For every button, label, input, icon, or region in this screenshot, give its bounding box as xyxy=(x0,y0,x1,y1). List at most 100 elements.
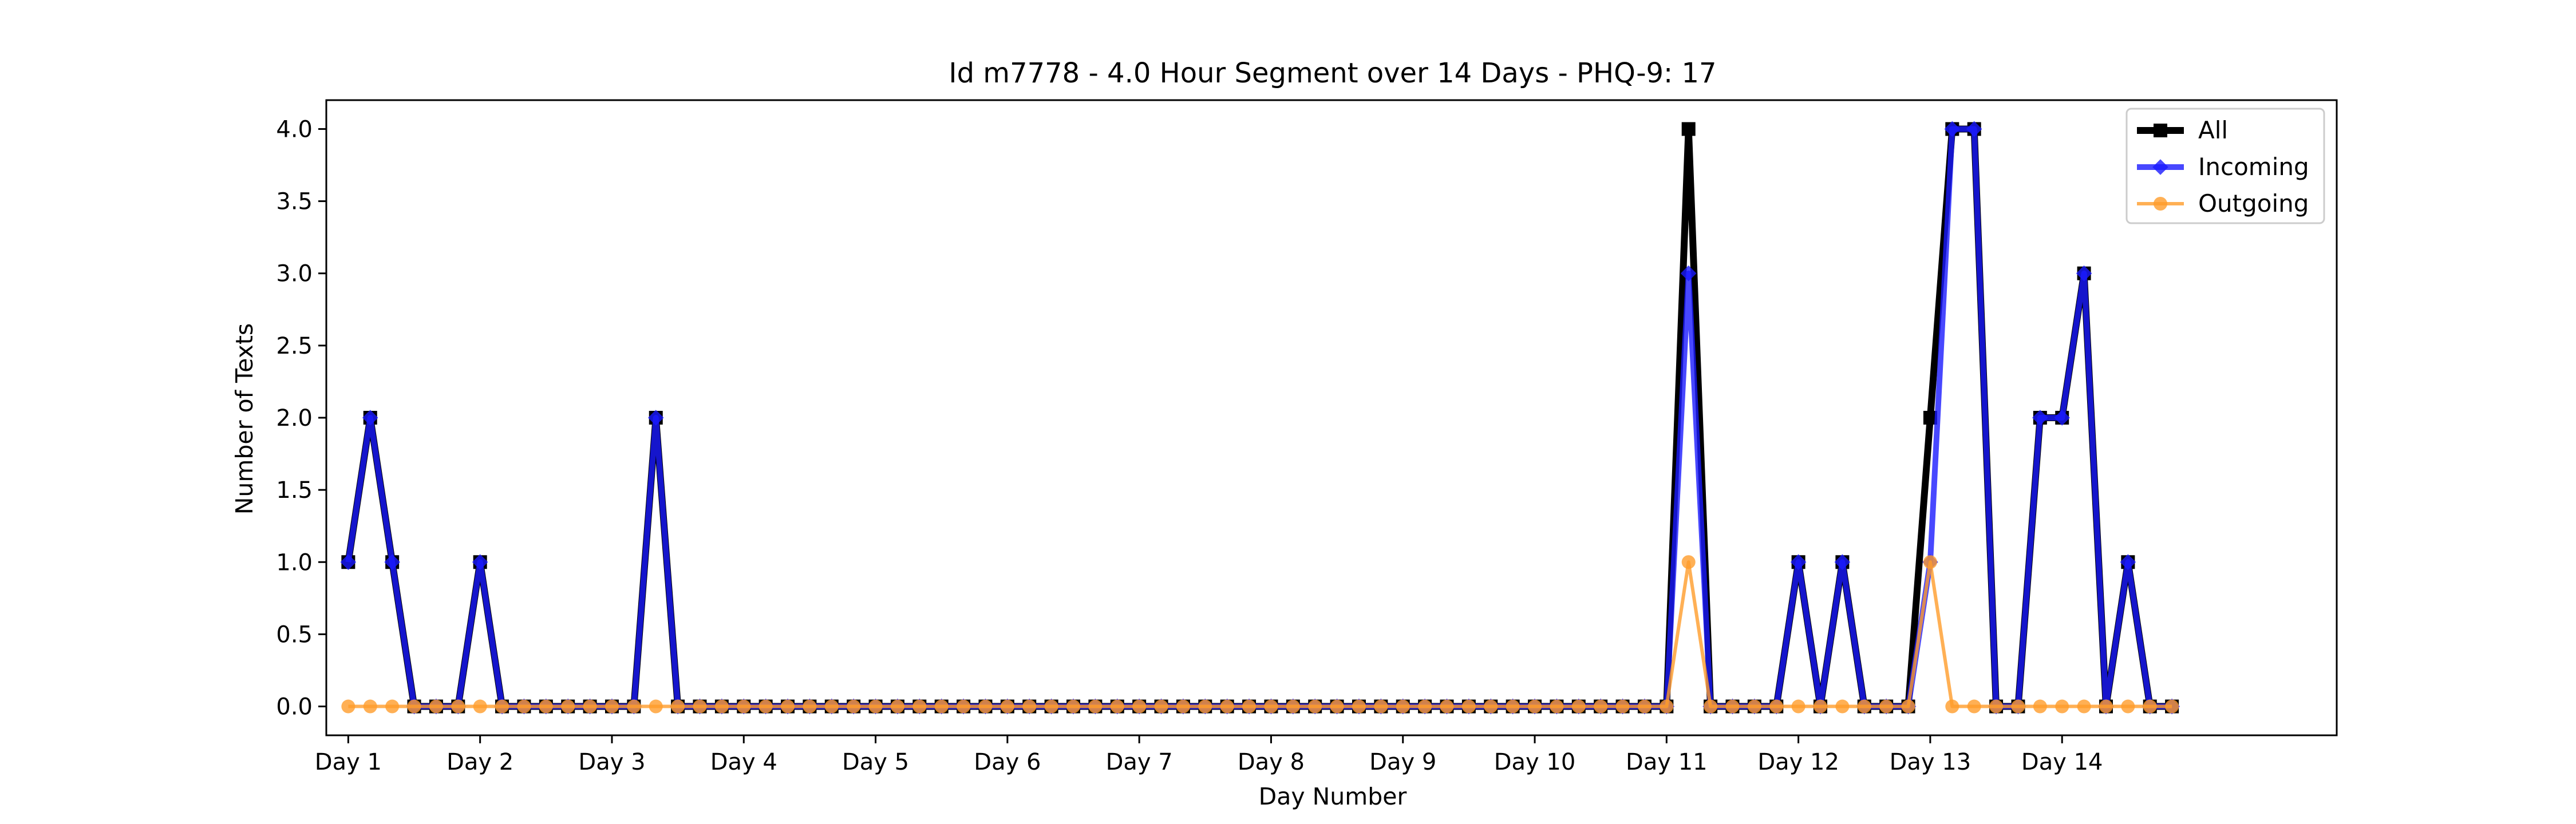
data-point xyxy=(1747,699,1761,714)
data-point xyxy=(1242,699,1257,714)
data-point xyxy=(978,699,993,714)
x-tick-label: Day 13 xyxy=(1890,749,1971,775)
data-point xyxy=(1484,699,1498,714)
data-point xyxy=(1681,122,1696,136)
legend-label: Incoming xyxy=(2198,153,2309,181)
data-point xyxy=(957,699,971,714)
x-tick-label: Day 5 xyxy=(842,749,909,775)
data-point xyxy=(1571,699,1586,714)
x-tick-label: Day 3 xyxy=(578,749,645,775)
data-point xyxy=(341,699,355,714)
data-point xyxy=(1681,555,1696,569)
data-point xyxy=(2120,554,2136,571)
data-point xyxy=(1286,699,1300,714)
y-tick-label: 1.5 xyxy=(276,477,313,504)
x-tick-label: Day 7 xyxy=(1106,749,1173,775)
data-point xyxy=(1594,699,1608,714)
x-tick-label: Day 8 xyxy=(1238,749,1305,775)
data-point xyxy=(1944,121,1961,137)
data-point xyxy=(1440,699,1454,714)
data-point xyxy=(2032,410,2048,426)
data-point xyxy=(1945,699,1959,714)
data-point xyxy=(1022,699,1037,714)
data-point xyxy=(1132,699,1147,714)
data-point xyxy=(1088,699,1103,714)
data-point xyxy=(868,699,883,714)
data-point xyxy=(1769,699,1784,714)
data-point xyxy=(1352,699,1366,714)
data-point xyxy=(1966,121,1982,137)
data-point xyxy=(1879,699,1894,714)
data-point xyxy=(1550,699,1564,714)
y-tick-label: 1.0 xyxy=(276,549,313,576)
data-point xyxy=(1418,699,1432,714)
data-point xyxy=(451,699,465,714)
data-point xyxy=(539,699,553,714)
plot-area: 0.0 0.5 1.0 1.5 2.0 2.5 3.0 3.5 4.0 Day 1 Day 2 Day… xyxy=(276,99,2338,775)
x-axis-label: Day Number xyxy=(1259,783,1407,810)
data-point xyxy=(1264,699,1278,714)
y-tick-label: 4.0 xyxy=(276,116,313,142)
data-point xyxy=(517,699,531,714)
data-point xyxy=(385,699,400,714)
chart-title: Id m7778 - 4.0 Hour Segment over 14 Days… xyxy=(949,57,1716,89)
data-point xyxy=(824,699,839,714)
x-tick-label: Day 4 xyxy=(710,749,777,775)
data-point xyxy=(1637,699,1652,714)
y-tick-label: 0.0 xyxy=(276,694,313,720)
data-point xyxy=(2165,699,2179,714)
data-point xyxy=(2099,699,2113,714)
y-tick-label: 3.0 xyxy=(276,261,313,287)
legend-label: All xyxy=(2198,116,2228,144)
data-point xyxy=(2033,699,2047,714)
data-point xyxy=(1989,699,2004,714)
data-point xyxy=(561,699,575,714)
data-point xyxy=(912,699,927,714)
data-point xyxy=(1680,265,1697,282)
data-point xyxy=(890,699,904,714)
data-point xyxy=(1308,699,1322,714)
data-point xyxy=(1790,554,1807,571)
y-tick-label: 0.5 xyxy=(276,621,313,648)
data-point xyxy=(803,699,817,714)
data-point xyxy=(714,699,729,714)
data-point xyxy=(2077,699,2091,714)
data-point xyxy=(2054,410,2071,426)
legend-entry: All xyxy=(2137,116,2228,144)
data-point xyxy=(1220,699,1234,714)
data-point xyxy=(1374,699,1388,714)
series-outgoing xyxy=(341,555,2179,714)
data-point xyxy=(1834,554,1851,571)
data-point xyxy=(1396,699,1410,714)
legend-entry: Incoming xyxy=(2137,153,2309,181)
data-point xyxy=(472,554,488,571)
data-point xyxy=(2143,699,2157,714)
x-tick-label: Day 10 xyxy=(1494,749,1576,775)
data-point xyxy=(1814,699,1828,714)
legend-entry: Outgoing xyxy=(2137,189,2309,217)
data-point xyxy=(384,554,400,571)
data-point xyxy=(671,699,685,714)
legend-box xyxy=(2125,108,2325,224)
legend: All Incoming Outgoing xyxy=(2125,108,2325,224)
y-tick-label: 2.5 xyxy=(276,333,313,359)
data-point xyxy=(1461,699,1476,714)
data-point xyxy=(693,699,707,714)
data-point xyxy=(473,699,487,714)
x-tick-label: Day 9 xyxy=(1369,749,1436,775)
data-point xyxy=(362,410,378,426)
data-point xyxy=(1176,699,1190,714)
data-point xyxy=(1528,699,1542,714)
data-point xyxy=(2121,699,2135,714)
legend-marker xyxy=(2154,197,2167,211)
data-point xyxy=(1330,699,1344,714)
data-point xyxy=(495,699,509,714)
legend-marker xyxy=(2152,159,2168,175)
data-point xyxy=(1154,699,1168,714)
data-point xyxy=(1725,699,1740,714)
data-point xyxy=(1835,699,1850,714)
data-point xyxy=(2055,699,2069,714)
legend-marker xyxy=(2154,124,2167,137)
data-point xyxy=(1660,699,1674,714)
data-point xyxy=(847,699,861,714)
